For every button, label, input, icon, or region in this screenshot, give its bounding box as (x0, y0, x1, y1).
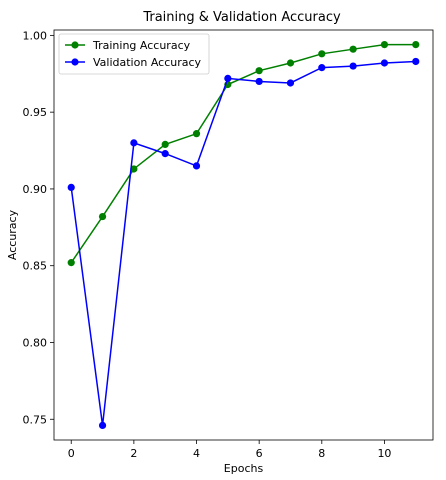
series-layer (67, 40, 420, 430)
data-point (412, 40, 420, 49)
data-point (255, 67, 263, 75)
data-point (286, 59, 295, 67)
x-axis-label: Epochs (224, 462, 264, 475)
y-tick-label: 0.75 (23, 413, 48, 426)
data-point (318, 64, 326, 72)
x-tick-label: 4 (193, 447, 200, 460)
data-point (130, 139, 138, 147)
x-tick-label: 6 (256, 447, 263, 460)
series-line-1 (70, 60, 416, 426)
data-point (98, 212, 107, 221)
x-tick-label: 0 (68, 447, 75, 460)
legend-label: Validation Accuracy (93, 56, 202, 69)
data-point (224, 74, 232, 82)
data-point (67, 259, 75, 267)
data-point (192, 130, 201, 138)
data-point (349, 45, 357, 53)
chart-title: Training & Validation Accuracy (142, 10, 341, 25)
y-tick-label: 0.90 (23, 183, 48, 196)
legend-box (58, 33, 210, 75)
series-line-0 (70, 43, 416, 264)
data-point (255, 77, 263, 86)
data-point (161, 140, 169, 149)
data-point (67, 183, 75, 191)
data-point (130, 165, 138, 173)
data-point (318, 50, 326, 58)
data-point (98, 421, 107, 430)
x-tick-label: 8 (318, 447, 325, 460)
y-axis-label: Accuracy (6, 209, 19, 260)
legend-marker (71, 41, 79, 49)
plot-area (53, 29, 434, 441)
y-tick-label: 0.80 (23, 336, 48, 349)
data-point (380, 40, 389, 49)
legend: Training Accuracy Validation Accuracy (58, 33, 210, 75)
data-point (286, 79, 295, 87)
x-tick-label: 2 (130, 447, 137, 460)
y-tick-label: 0.85 (23, 260, 48, 273)
y-tick-label: 0.95 (23, 106, 48, 119)
data-point (192, 162, 201, 170)
data-point (412, 57, 420, 66)
x-tick-label: 10 (377, 447, 391, 460)
y-tick-label: 1.00 (23, 29, 48, 42)
x-axis: 0 2 4 6 8 10 (68, 440, 391, 460)
data-point (380, 59, 389, 67)
legend-marker (71, 58, 79, 66)
data-point (349, 62, 357, 70)
legend-label: Training Accuracy (92, 39, 191, 52)
y-axis: 0.75 0.80 0.85 0.90 0.95 1.00 (23, 29, 54, 426)
data-point (161, 150, 169, 158)
